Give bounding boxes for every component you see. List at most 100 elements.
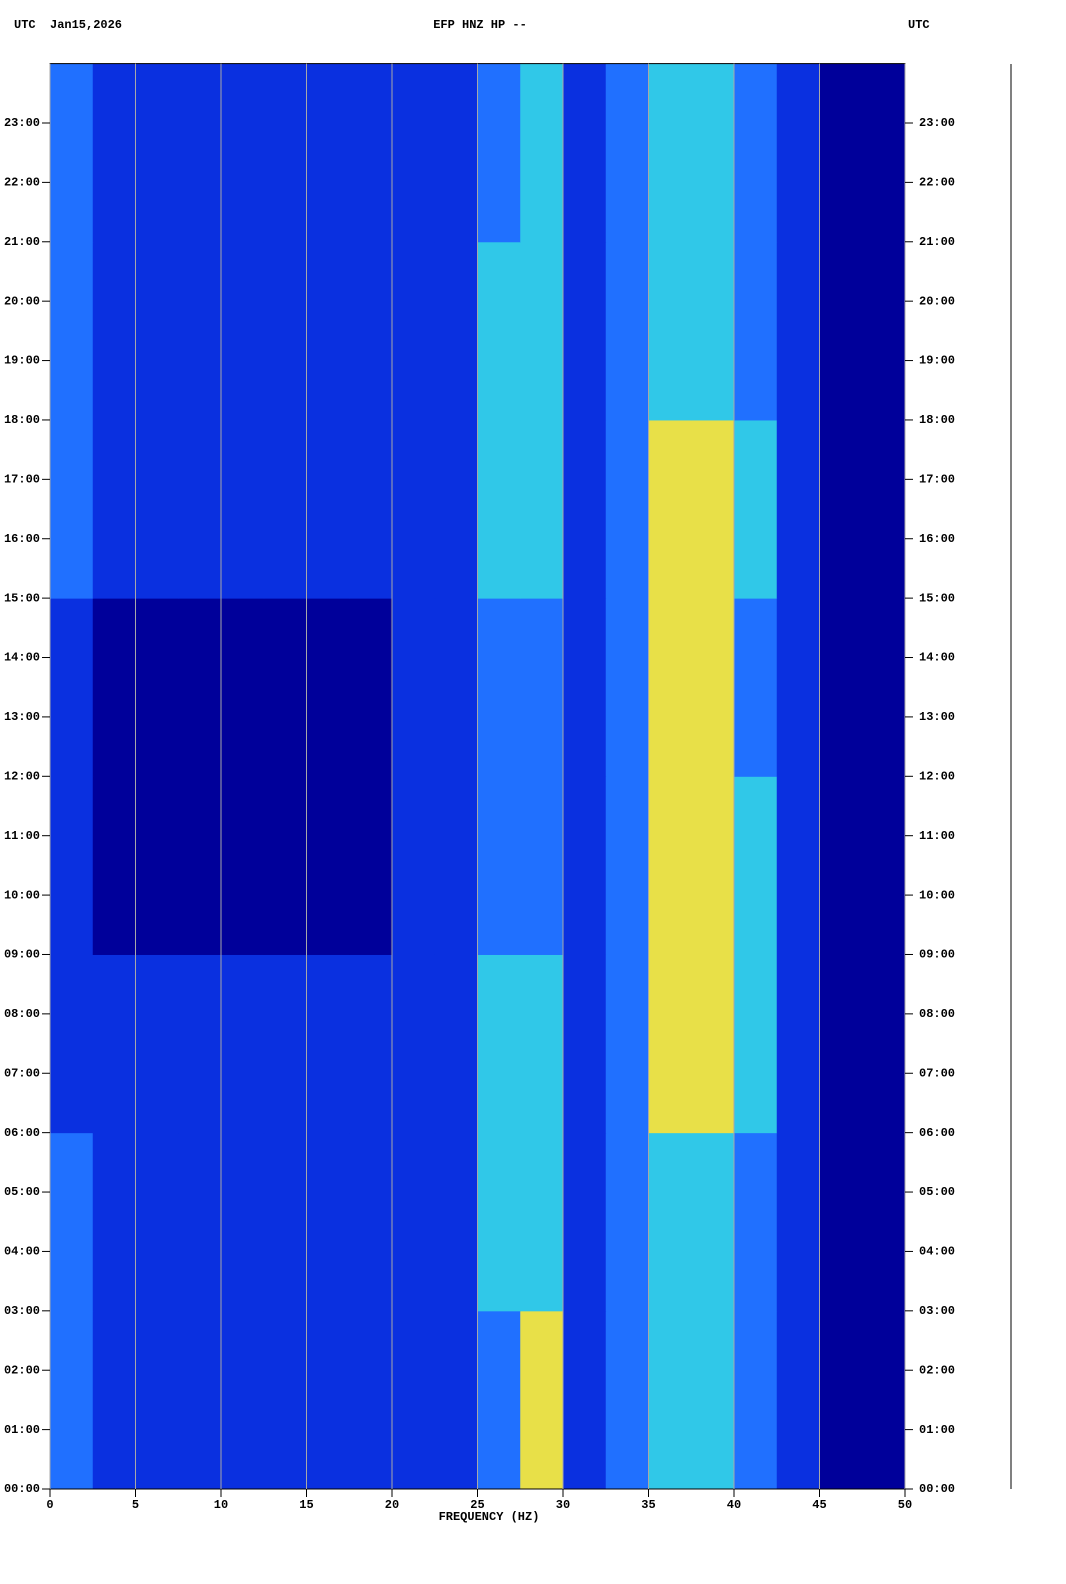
heat-cell bbox=[691, 241, 735, 421]
heat-cell bbox=[862, 1310, 906, 1490]
heat-cell bbox=[263, 776, 307, 955]
x-tick-label: 30 bbox=[556, 1498, 570, 1512]
y-tick-label: 07:00 bbox=[4, 1066, 40, 1080]
heat-cell bbox=[92, 598, 136, 777]
heat-cell bbox=[306, 1310, 350, 1490]
y-tick-label-right: 20:00 bbox=[919, 294, 955, 308]
heat-cell bbox=[819, 241, 863, 421]
heat-cell bbox=[605, 598, 649, 777]
heat-cell bbox=[862, 419, 906, 599]
heat-cell bbox=[306, 63, 350, 243]
y-tick-label: 08:00 bbox=[4, 1007, 40, 1021]
heat-cell bbox=[434, 1310, 478, 1490]
heat-cell bbox=[178, 598, 222, 777]
heat-cell bbox=[50, 776, 94, 955]
y-tick-label: 21:00 bbox=[4, 235, 40, 249]
y-tick-label-right: 10:00 bbox=[919, 888, 955, 902]
y-tick-label: 20:00 bbox=[4, 294, 40, 308]
y-tick-label-right: 02:00 bbox=[919, 1363, 955, 1377]
heat-cell bbox=[776, 598, 820, 777]
heat-cell bbox=[520, 1310, 564, 1490]
x-tick-label: 20 bbox=[385, 1498, 399, 1512]
heat-cell bbox=[477, 241, 521, 421]
heat-cell bbox=[819, 598, 863, 777]
heat-cell bbox=[734, 954, 778, 1134]
heat-cell bbox=[263, 1310, 307, 1490]
heat-cell bbox=[349, 598, 393, 777]
heat-cell bbox=[50, 598, 94, 777]
heat-cell bbox=[92, 954, 136, 1134]
heat-cell bbox=[349, 241, 393, 421]
heat-cell bbox=[520, 776, 564, 955]
heat-cell bbox=[776, 1132, 820, 1312]
y-tick-label: 18:00 bbox=[4, 413, 40, 427]
heat-cell bbox=[605, 1132, 649, 1312]
heat-cell bbox=[392, 419, 436, 599]
heat-cell bbox=[135, 241, 179, 421]
heat-cell bbox=[862, 63, 906, 243]
heat-cell bbox=[648, 1310, 692, 1490]
y-tick-label: 06:00 bbox=[4, 1126, 40, 1140]
heat-cell bbox=[734, 598, 778, 777]
heat-cell bbox=[135, 776, 179, 955]
heat-cell bbox=[178, 241, 222, 421]
heat-cell bbox=[477, 598, 521, 777]
heat-cell bbox=[648, 776, 692, 955]
heat-cell bbox=[691, 63, 735, 243]
heat-cell bbox=[434, 598, 478, 777]
y-tick-label: 12:00 bbox=[4, 769, 40, 783]
x-tick-label: 0 bbox=[46, 1498, 53, 1512]
y-tick-label-right: 22:00 bbox=[919, 176, 955, 190]
heat-cell bbox=[520, 954, 564, 1134]
heat-cell bbox=[776, 776, 820, 955]
heat-cell bbox=[520, 241, 564, 421]
heat-cell bbox=[691, 419, 735, 599]
y-tick-label: 10:00 bbox=[4, 888, 40, 902]
y-tick-label: 15:00 bbox=[4, 591, 40, 605]
heat-cell bbox=[563, 419, 607, 599]
heat-cell bbox=[306, 776, 350, 955]
heat-cell bbox=[819, 1132, 863, 1312]
heat-cell bbox=[520, 598, 564, 777]
heat-cell bbox=[50, 63, 94, 243]
heat-cell bbox=[221, 419, 265, 599]
x-tick-label: 45 bbox=[812, 1498, 826, 1512]
heat-cell bbox=[648, 419, 692, 599]
heat-cell bbox=[605, 241, 649, 421]
heat-cell bbox=[178, 63, 222, 243]
heat-cell bbox=[221, 63, 265, 243]
y-tick-label: 14:00 bbox=[4, 651, 40, 665]
heat-cell bbox=[734, 776, 778, 955]
heat-cell bbox=[520, 63, 564, 243]
heat-cell bbox=[349, 954, 393, 1134]
heat-cell bbox=[349, 63, 393, 243]
heat-cell bbox=[434, 954, 478, 1134]
heat-cell bbox=[477, 1132, 521, 1312]
y-tick-label: 23:00 bbox=[4, 116, 40, 130]
x-tick-label: 50 bbox=[898, 1498, 912, 1512]
heat-cell bbox=[263, 419, 307, 599]
x-tick-label: 35 bbox=[641, 1498, 655, 1512]
heat-cell bbox=[563, 1310, 607, 1490]
heat-cell bbox=[135, 1310, 179, 1490]
heat-cell bbox=[392, 954, 436, 1134]
heat-cell bbox=[477, 954, 521, 1134]
heat-cell bbox=[221, 954, 265, 1134]
x-tick-label: 40 bbox=[727, 1498, 741, 1512]
heat-cell bbox=[50, 1132, 94, 1312]
chart-title: EFP HNZ HP -- bbox=[433, 18, 527, 32]
y-tick-label-right: 00:00 bbox=[919, 1482, 955, 1496]
heat-cell bbox=[605, 1310, 649, 1490]
y-tick-label: 11:00 bbox=[4, 829, 40, 843]
heat-cell bbox=[819, 776, 863, 955]
heat-cell bbox=[263, 598, 307, 777]
heat-cell bbox=[178, 1132, 222, 1312]
heat-cell bbox=[392, 241, 436, 421]
heat-cell bbox=[477, 1310, 521, 1490]
heat-cell bbox=[306, 954, 350, 1134]
y-tick-label: 05:00 bbox=[4, 1185, 40, 1199]
heat-cell bbox=[819, 954, 863, 1134]
heat-cell bbox=[392, 1310, 436, 1490]
heat-cell bbox=[50, 241, 94, 421]
y-tick-label: 19:00 bbox=[4, 354, 40, 368]
